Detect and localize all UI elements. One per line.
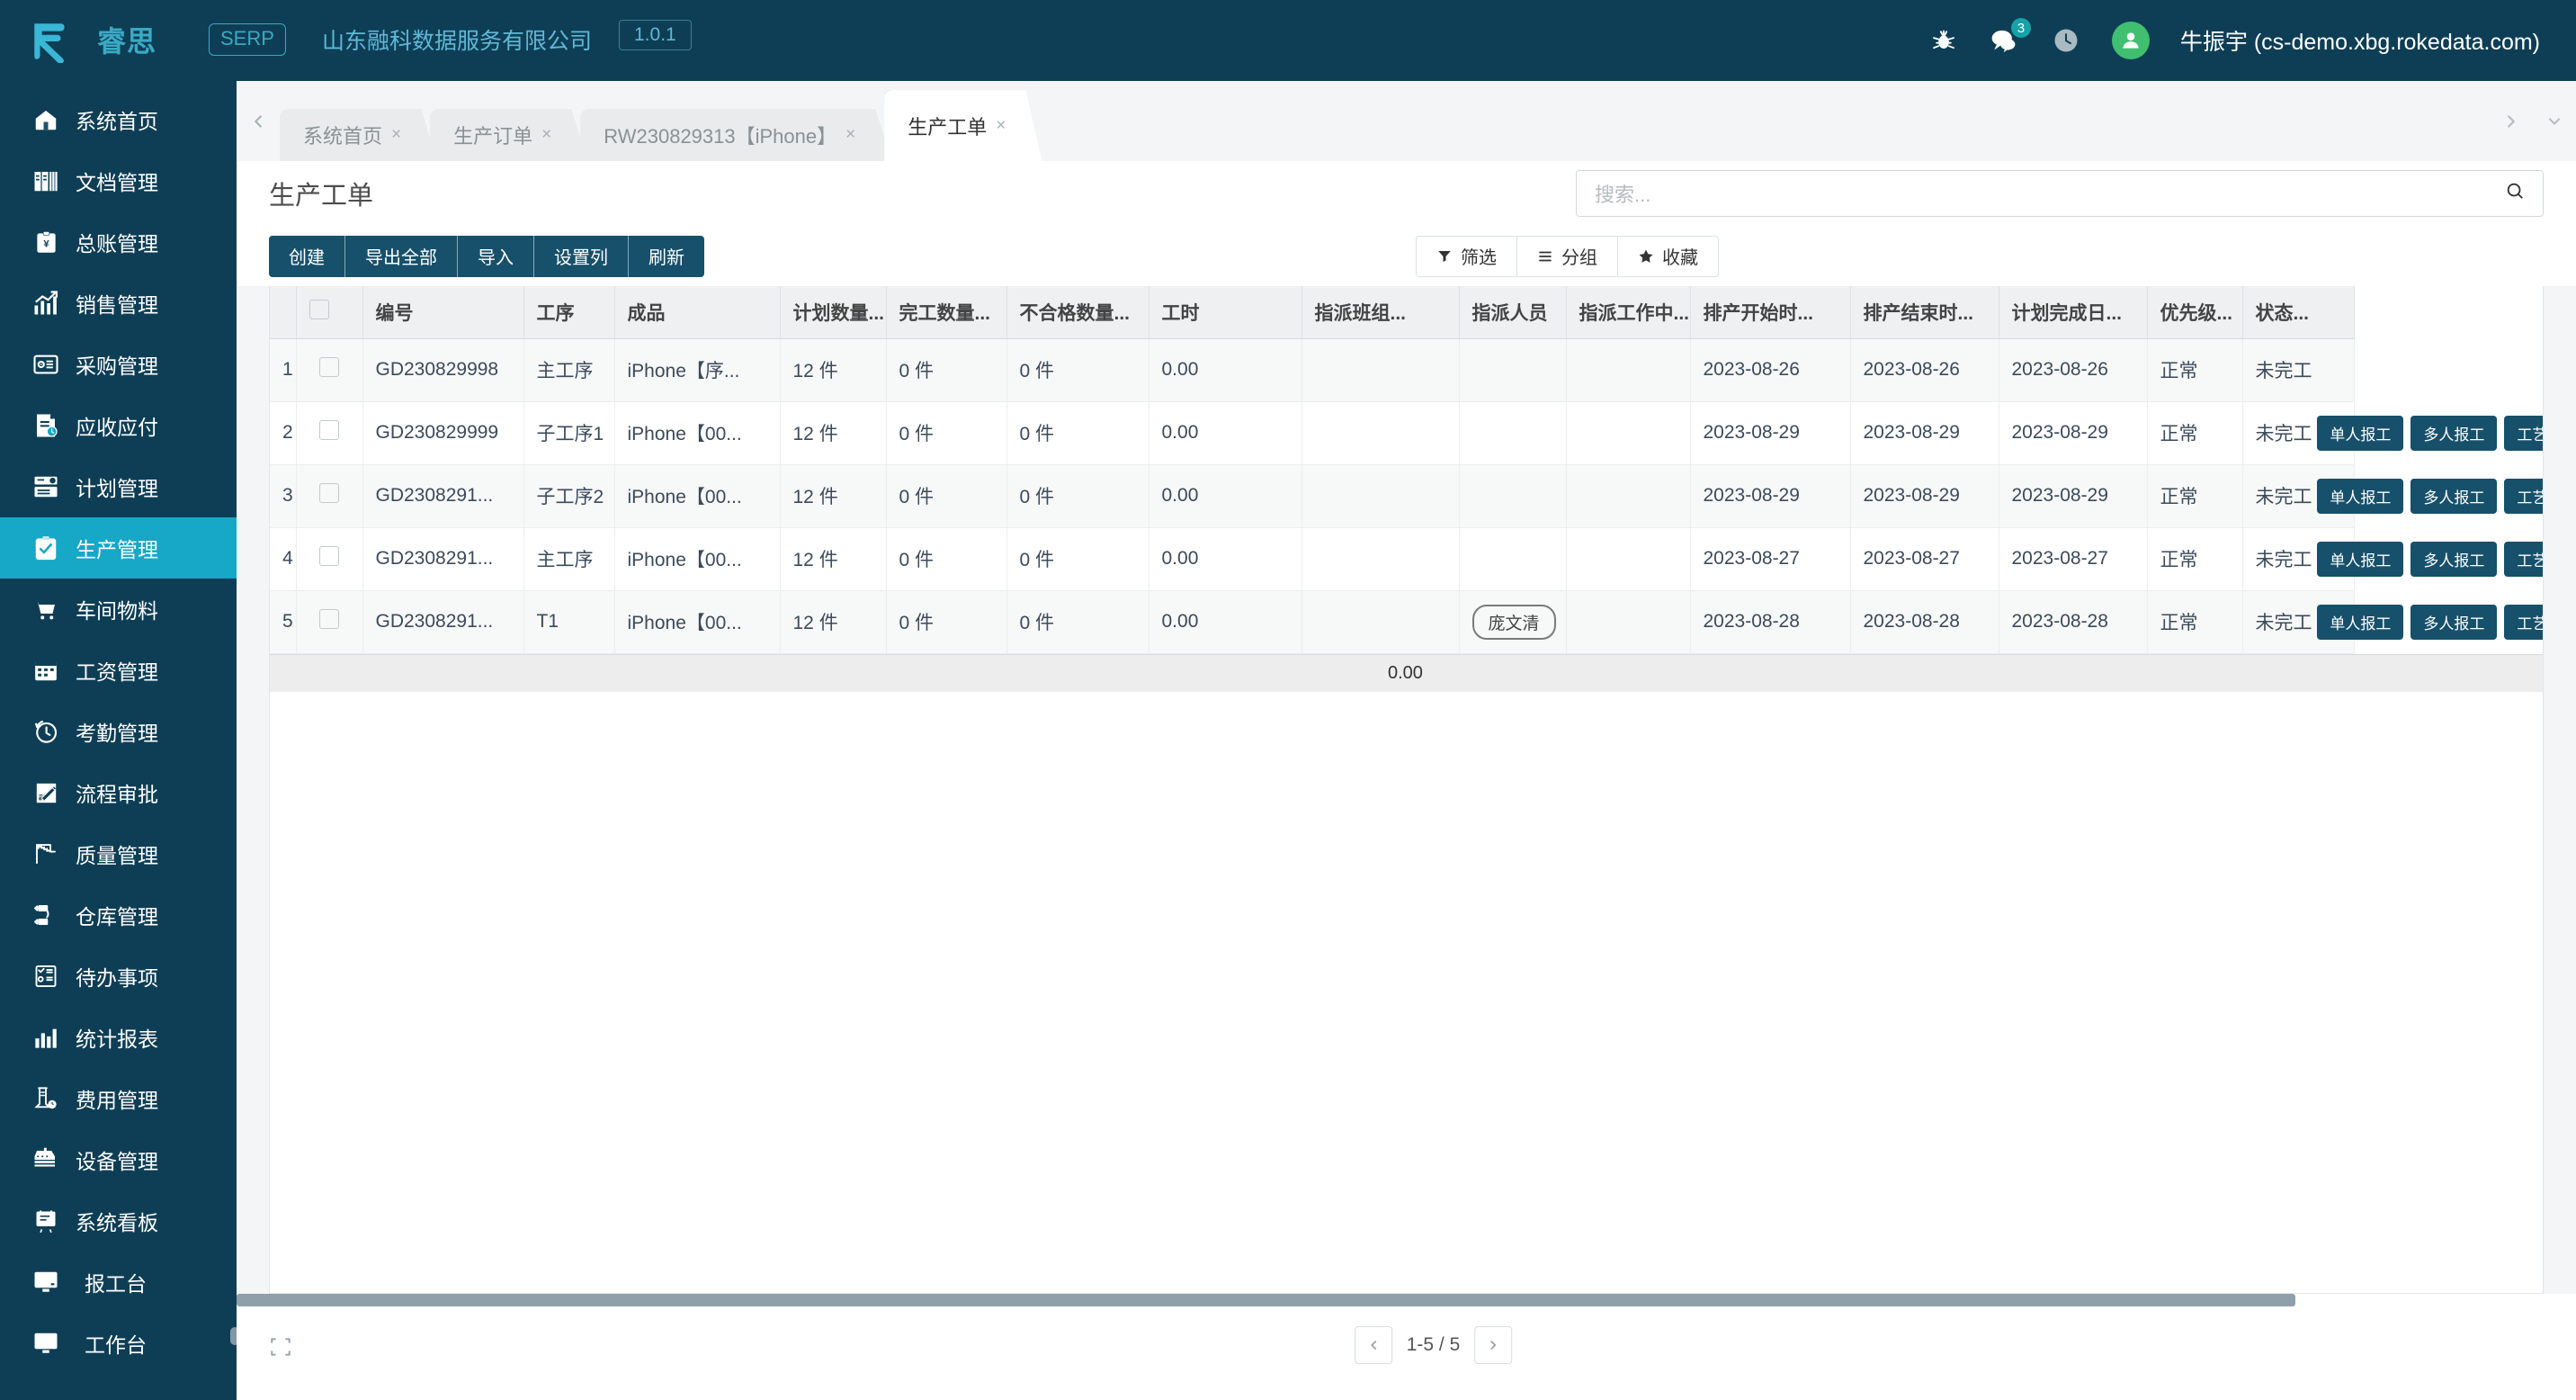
- svg-text:¥: ¥: [43, 238, 49, 249]
